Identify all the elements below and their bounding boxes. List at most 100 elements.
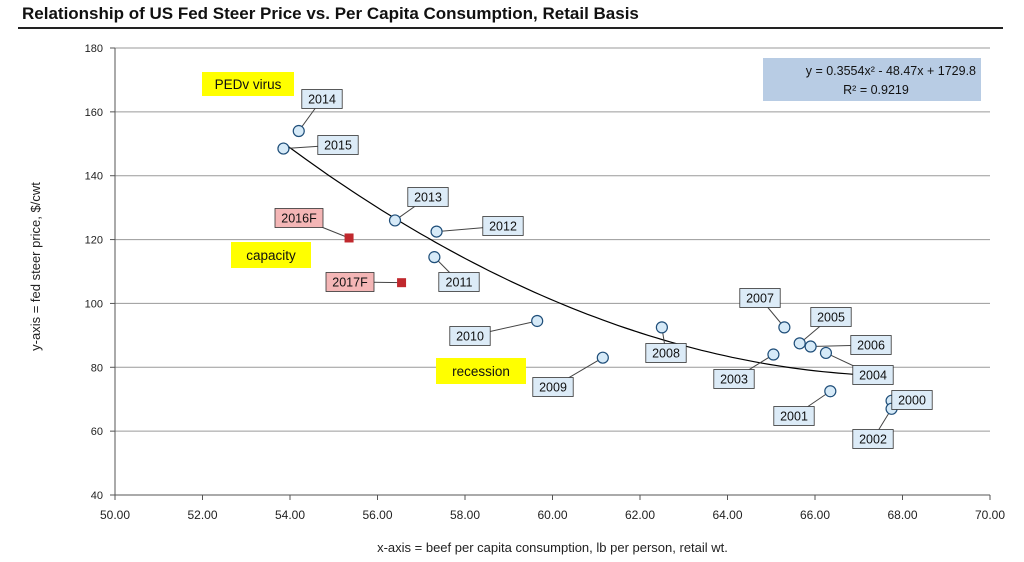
- data-point-square: [397, 278, 407, 288]
- data-point-circle: [824, 385, 837, 398]
- point-label-text: 2003: [720, 373, 748, 387]
- data-point-circle: [430, 225, 443, 238]
- data-point-circle: [292, 124, 305, 138]
- data-point-circle: [819, 346, 833, 360]
- data-point-circle: [778, 321, 791, 334]
- point-label-box: [325, 272, 375, 292]
- point-label-box: [713, 369, 755, 389]
- data-markers: [277, 124, 898, 415]
- point-label-text: 2015: [324, 139, 352, 153]
- point-label-text: 2017F: [332, 276, 368, 290]
- point-label-box: [449, 326, 491, 346]
- point-label-text: 2011: [446, 276, 473, 290]
- point-label: 2014: [301, 89, 343, 109]
- y-tick-label: 60: [91, 426, 103, 438]
- annotation-recession: recession: [436, 358, 526, 384]
- point-label-box: [317, 135, 359, 155]
- data-point-circle: [596, 351, 609, 364]
- data-point-circle: [767, 348, 780, 361]
- point-label: 2013: [407, 187, 449, 207]
- axes: [110, 47, 991, 500]
- point-label-box: [274, 208, 324, 228]
- y-tick-label: 100: [85, 298, 103, 310]
- point-label: 2016F: [274, 208, 324, 228]
- point-label-text: 2012: [489, 220, 517, 234]
- point-label-box: [852, 429, 894, 449]
- point-label: 2015: [317, 135, 359, 155]
- annotation-box: [436, 358, 526, 384]
- point-label-box: [739, 288, 781, 308]
- x-tick-label: 52.00: [187, 508, 217, 522]
- data-point-circle: [531, 314, 544, 328]
- y-axis-label: y-axis = fed steer price, $/cwt: [28, 182, 43, 351]
- leader-lines: [283, 98, 913, 440]
- data-point-square: [344, 233, 354, 243]
- point-label-box: [645, 343, 687, 363]
- point-label-text: 2004: [859, 369, 887, 383]
- data-point-circle: [804, 340, 817, 353]
- x-tick-label: 54.00: [275, 508, 305, 522]
- point-label-box: [301, 89, 343, 109]
- point-label-box: [482, 216, 524, 236]
- point-label: 2017F: [325, 272, 375, 292]
- point-label-text: 2005: [817, 311, 845, 325]
- point-label: 2009: [532, 377, 574, 397]
- point-label: 2008: [645, 343, 687, 363]
- point-label: 2011: [438, 272, 480, 292]
- point-label-text: 2007: [746, 292, 774, 306]
- data-point-circle: [655, 321, 668, 334]
- point-label-box: [810, 307, 852, 327]
- x-tick-label: 66.00: [800, 508, 830, 522]
- equation-box: y = 0.3554x² - 48.47x + 1729.8 R² = 0.92…: [763, 58, 981, 101]
- annotation-capacity: capacity: [231, 242, 311, 268]
- annotation-pedv: PEDv virus: [202, 72, 294, 96]
- y-tick-label: 80: [91, 362, 103, 374]
- point-label: 2006: [850, 335, 892, 355]
- title-underline: [18, 27, 1003, 29]
- point-label-box: [773, 406, 815, 426]
- data-point-circle: [388, 214, 402, 227]
- point-label: 2010: [449, 326, 491, 346]
- point-label-text: 2000: [898, 394, 926, 408]
- x-tick-label: 56.00: [362, 508, 392, 522]
- tick-labels: 40 60 80 100 120 140 160 180 50.00 52.00 54.00 56.0…: [85, 43, 1006, 522]
- trendline: [283, 142, 892, 377]
- point-label: 2004: [852, 365, 894, 385]
- x-tick-label: 50.00: [100, 508, 130, 522]
- point-label-text: 2009: [539, 381, 567, 395]
- r-squared-text: R² = 0.9219: [843, 83, 909, 97]
- gridlines: [115, 47, 990, 432]
- equation-text: y = 0.3554x² - 48.47x + 1729.8: [806, 64, 976, 78]
- point-label-box: [407, 187, 449, 207]
- point-label-box: [850, 335, 892, 355]
- point-label: 2012: [482, 216, 524, 236]
- annotation-text: capacity: [246, 248, 296, 263]
- point-label: 2001: [773, 406, 815, 426]
- annotation-text: PEDv virus: [215, 77, 282, 92]
- y-tick-label: 180: [85, 43, 103, 55]
- point-label-box: [852, 365, 894, 385]
- annotation-text: recession: [452, 364, 510, 379]
- point-label: 2007: [739, 288, 781, 308]
- point-label-text: 2008: [652, 347, 680, 361]
- point-label: 2000: [891, 390, 933, 410]
- point-label: 2002: [852, 429, 894, 449]
- equation-box-background: [763, 58, 981, 101]
- data-point-circle: [277, 142, 290, 155]
- point-label-text: 2010: [456, 330, 484, 344]
- point-label-box: [438, 272, 480, 292]
- point-label-text: 2016F: [281, 212, 317, 226]
- data-point-circle: [793, 337, 806, 350]
- y-tick-label: 140: [85, 171, 103, 183]
- x-tick-label: 58.00: [450, 508, 480, 522]
- y-tick-label: 160: [85, 107, 103, 119]
- point-label-text: 2013: [414, 191, 442, 205]
- point-label: 2003: [713, 369, 755, 389]
- point-label-box: [532, 377, 574, 397]
- x-tick-label: 70.00: [975, 508, 1005, 522]
- x-tick-label: 62.00: [625, 508, 655, 522]
- x-axis-label: x-axis = beef per capita consumption, lb…: [377, 540, 728, 555]
- point-label: 2005: [810, 307, 852, 327]
- annotation-box: [202, 72, 294, 96]
